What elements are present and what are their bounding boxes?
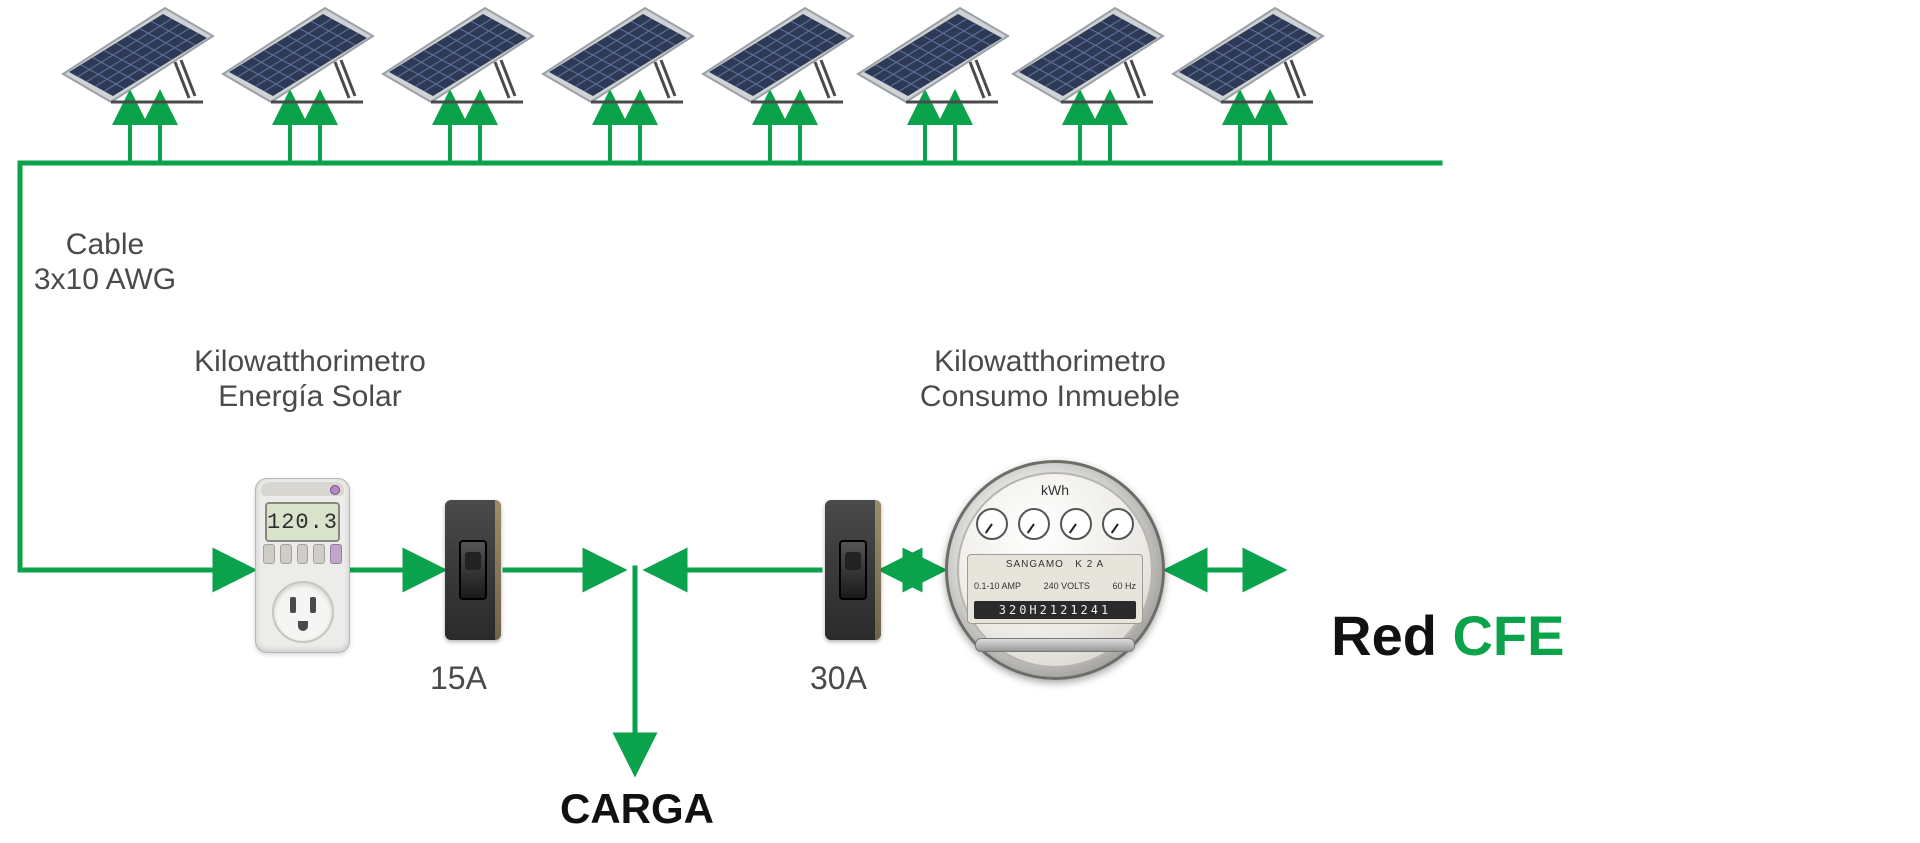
- breaker-15a: [445, 500, 501, 640]
- solar-panel-7: [1005, 2, 1165, 112]
- breaker-30a-label: 30A: [810, 660, 867, 697]
- umeter-kwh-label: kWh: [1041, 482, 1069, 498]
- carga-label: CARGA: [560, 785, 714, 833]
- breaker-15a-label: 15A: [430, 660, 487, 697]
- red-cfe-label: Red CFE: [1300, 540, 1564, 669]
- solar-panel-2: [215, 2, 375, 112]
- breaker-30a: [825, 500, 881, 640]
- umeter-counter: 320H2121241: [974, 601, 1136, 619]
- meter-solar-label: Kilowatthorimetro Energía Solar: [160, 345, 460, 414]
- solar-panel-4: [535, 2, 695, 112]
- kaw-lcd-value: 120.3: [265, 502, 340, 542]
- red-text: Red: [1331, 604, 1452, 667]
- wiring-canvas: [0, 0, 1920, 843]
- solar-panel-6: [850, 2, 1010, 112]
- meter-kilowatthorimetro-solar: 120.3: [255, 478, 350, 653]
- solar-panel-5: [695, 2, 855, 112]
- meter-kilowatthorimetro-consumo: kWh SANGAMO K 2 A 0.1-10 AMP 240 VOLTS 6…: [945, 460, 1165, 680]
- solar-panel-3: [375, 2, 535, 112]
- cable-label: Cable 3x10 AWG: [10, 228, 200, 297]
- meter-consumo-label: Kilowatthorimetro Consumo Inmueble: [880, 345, 1220, 414]
- cfe-text: CFE: [1452, 604, 1564, 667]
- solar-panel-1: [55, 2, 215, 112]
- solar-panel-8: [1165, 2, 1325, 112]
